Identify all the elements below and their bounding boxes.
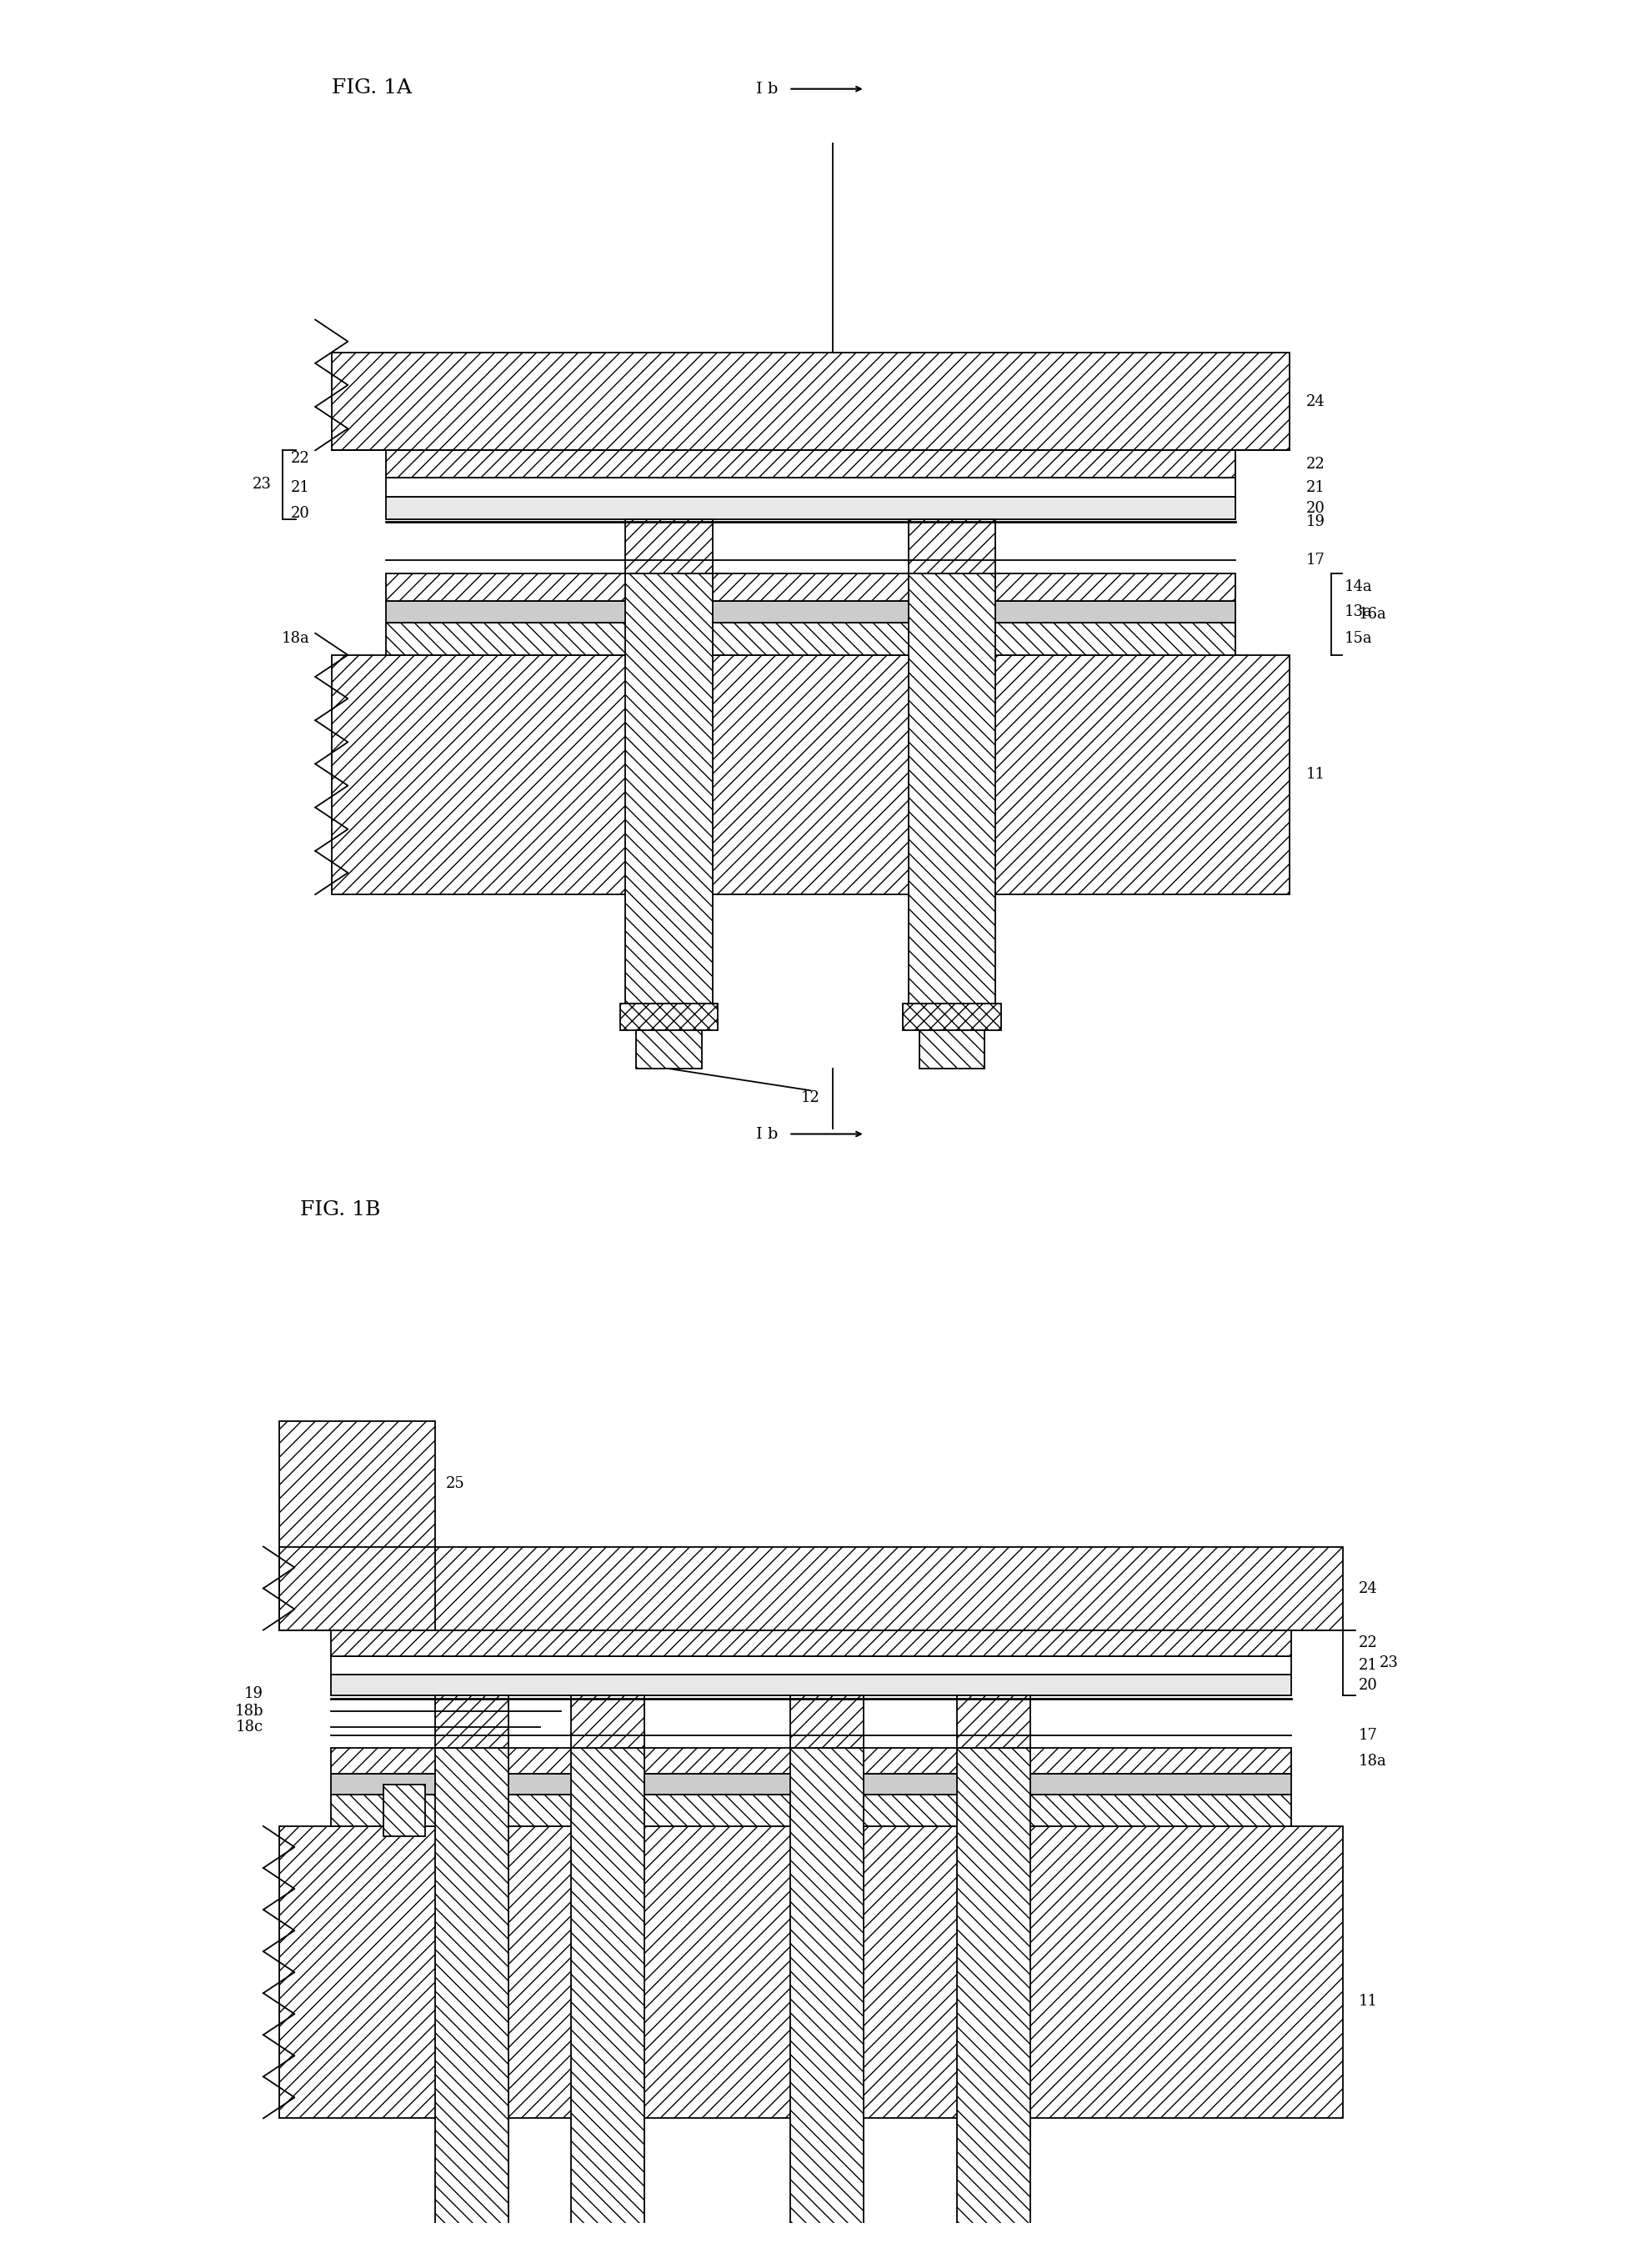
Bar [332,1774,1291,1794]
Bar [958,1696,1030,1749]
Bar [790,1749,863,2243]
Text: 25: 25 [445,1476,465,1492]
Text: 18c: 18c [235,1719,263,1735]
Bar [636,1030,702,1068]
Text: 24: 24 [1306,395,1324,408]
Text: 18b: 18b [235,1703,263,1719]
Text: 14a: 14a [1344,578,1372,594]
Bar [435,1749,508,2243]
Bar [332,1656,1291,1674]
Text: I b: I b [756,1127,777,1141]
Bar [626,574,713,1002]
Bar [332,1631,1291,1656]
Bar [785,2243,869,2268]
Text: 19: 19 [1306,515,1326,531]
Bar [386,574,1236,601]
Bar [332,1794,1291,1826]
Text: 21: 21 [1359,1658,1378,1674]
Text: 17: 17 [1359,1728,1378,1742]
Bar [572,1696,644,1749]
Bar [904,1002,1001,1030]
Polygon shape [279,1547,1344,1631]
Text: 22: 22 [291,451,311,465]
Polygon shape [279,1826,1344,2118]
Text: 24: 24 [1359,1581,1378,1597]
Text: 20: 20 [1306,501,1324,515]
Bar [430,2243,514,2268]
Bar [386,479,1236,497]
Bar [435,1696,508,1749]
Text: 12: 12 [802,1091,820,1105]
Text: 22: 22 [1306,456,1324,472]
Text: 17: 17 [1306,553,1324,567]
Text: 18a: 18a [1359,1753,1387,1769]
Bar [386,601,1236,621]
Bar [619,1002,718,1030]
Bar [958,1749,1030,2243]
Polygon shape [332,352,1290,451]
Bar [920,1030,984,1068]
Bar [386,497,1236,519]
Bar [909,574,996,1002]
Text: 11: 11 [1306,767,1326,782]
Bar [565,2243,649,2268]
Bar [951,2243,1035,2268]
Text: 22: 22 [1359,1635,1378,1651]
Bar [386,621,1236,655]
Text: FIG. 1B: FIG. 1B [299,1200,380,1220]
Text: 23: 23 [1380,1656,1398,1672]
Bar [332,1674,1291,1696]
Text: 13a: 13a [1344,603,1372,619]
Bar [279,1422,435,1631]
Text: I b: I b [756,82,777,98]
Bar [572,1749,644,2243]
Text: 16a: 16a [1359,606,1387,621]
Text: 20: 20 [1359,1678,1378,1692]
Bar [332,1749,1291,1774]
Bar [790,1696,863,1749]
Bar [909,519,996,574]
Text: 20: 20 [291,506,311,522]
Text: 11: 11 [1359,1994,1378,2009]
Text: 15a: 15a [1344,631,1372,646]
Bar [383,1785,426,1837]
Bar [626,519,713,574]
Text: FIG. 1A: FIG. 1A [332,77,412,98]
Text: 21: 21 [291,481,311,494]
Polygon shape [332,655,1290,894]
Bar [386,451,1236,479]
Text: 18a: 18a [281,631,311,646]
Text: 19: 19 [245,1685,263,1701]
Text: 23: 23 [253,476,271,492]
Text: 21: 21 [1306,481,1324,494]
